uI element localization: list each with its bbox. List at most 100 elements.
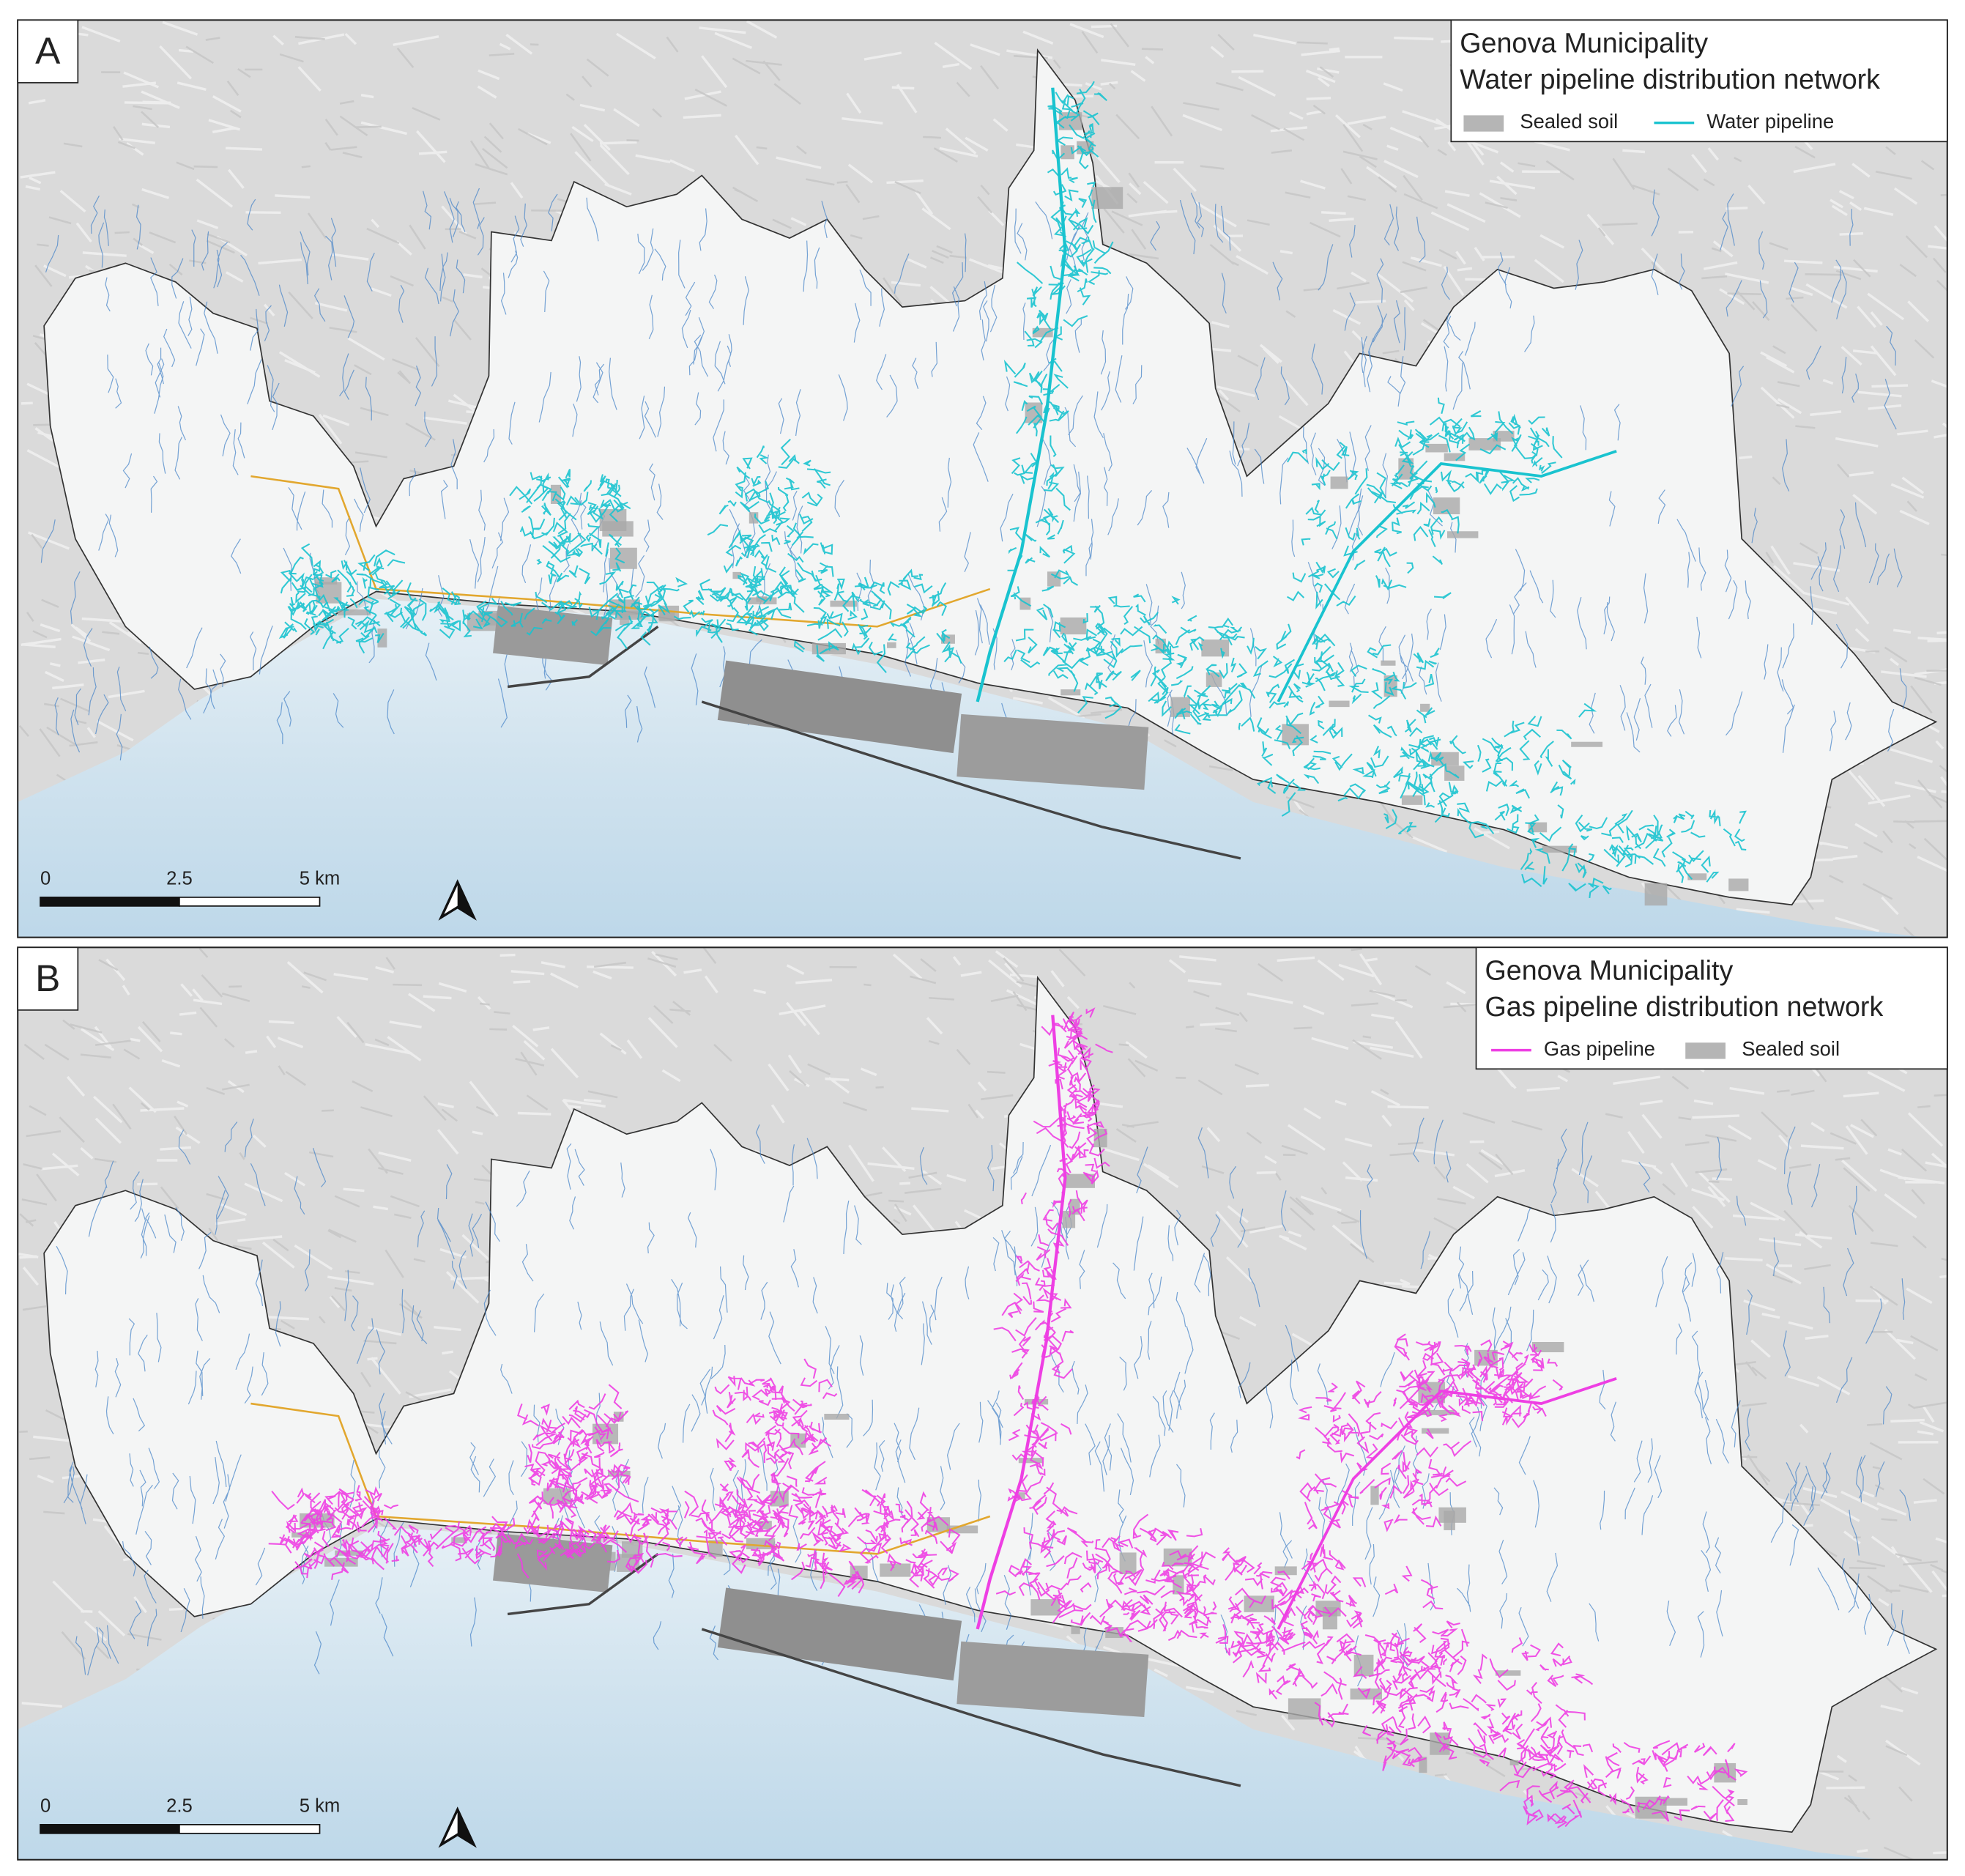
scale-bar bbox=[40, 897, 180, 907]
scale-label: 5 km bbox=[300, 1796, 341, 1817]
legend-title: Water pipeline distribution network bbox=[1460, 64, 1880, 94]
sea bbox=[18, 1526, 1882, 1860]
main-pipeline bbox=[976, 1015, 1067, 1630]
sealed-soil bbox=[759, 1521, 772, 1530]
sealed-soil bbox=[613, 1412, 624, 1422]
sealed-soil bbox=[1288, 1698, 1321, 1720]
sealed-soil bbox=[1091, 187, 1123, 210]
panel-label: A bbox=[35, 30, 61, 72]
sealed-soil bbox=[659, 611, 675, 622]
legend-swatch bbox=[1463, 115, 1504, 132]
sealed-soil bbox=[1663, 1798, 1688, 1806]
sealed-soil bbox=[1201, 639, 1230, 657]
rivers bbox=[40, 188, 1907, 761]
sealed-soil bbox=[314, 577, 338, 585]
sealed-soil bbox=[324, 1557, 358, 1567]
sealed-soil bbox=[1329, 700, 1350, 708]
sealed-soil bbox=[1274, 1566, 1297, 1576]
sealed-soil bbox=[1444, 453, 1466, 461]
sealed-soil bbox=[880, 1563, 911, 1577]
scale-label: 2.5 bbox=[166, 869, 193, 889]
sealed-soil bbox=[1644, 883, 1668, 906]
scale-label: 5 km bbox=[300, 869, 341, 889]
sealed-soil bbox=[1419, 1757, 1427, 1773]
sealed-soil bbox=[451, 1537, 466, 1543]
map-panel bbox=[18, 947, 1947, 1860]
panel-label: B bbox=[35, 957, 60, 999]
scale-bar bbox=[40, 1824, 180, 1834]
sealed-soil bbox=[1062, 1211, 1076, 1228]
breakwater bbox=[507, 625, 659, 689]
breakwater bbox=[701, 1628, 1241, 1787]
sealed-soil bbox=[1047, 571, 1061, 587]
legend-box bbox=[1450, 19, 1948, 143]
sealed-soil bbox=[1444, 765, 1465, 781]
sealed-soil bbox=[1425, 443, 1448, 453]
sealed-soil bbox=[1330, 476, 1348, 489]
sealed-soil bbox=[1420, 703, 1430, 712]
main-pipeline bbox=[1277, 450, 1617, 702]
scale-bar bbox=[179, 897, 321, 907]
sealed-soil bbox=[1728, 878, 1749, 891]
sealed-soil bbox=[621, 1541, 643, 1558]
legend-label: Sealed soil bbox=[1520, 110, 1618, 133]
sealed-soil bbox=[1381, 660, 1396, 666]
sealed-soil bbox=[1509, 1760, 1519, 1766]
sealed-soil bbox=[1422, 1428, 1449, 1434]
panel-frame bbox=[17, 946, 1948, 1861]
sealed-soil bbox=[608, 1470, 631, 1477]
legend-title: Genova Municipality bbox=[1460, 28, 1708, 59]
road bbox=[250, 1402, 991, 1555]
legend-label: Water pipeline bbox=[1706, 110, 1834, 133]
sealed-soil bbox=[946, 1525, 978, 1534]
sealed-soil bbox=[749, 512, 759, 524]
sealed-soil bbox=[1060, 689, 1081, 696]
sealed-soil bbox=[1060, 617, 1087, 635]
panel-label-box bbox=[17, 19, 79, 84]
legend-label: Gas pipeline bbox=[1544, 1037, 1655, 1060]
main-pipeline bbox=[1277, 1377, 1617, 1630]
sealed-soil bbox=[1447, 531, 1479, 538]
pipelines bbox=[278, 81, 1747, 899]
sealed-soil bbox=[1206, 672, 1222, 687]
sealed-soil bbox=[1687, 873, 1707, 880]
sealed-soil bbox=[748, 597, 777, 605]
sealed-soil bbox=[1025, 402, 1043, 423]
sealed-soil bbox=[377, 629, 387, 648]
sealed-soil bbox=[1531, 1341, 1564, 1353]
sealed-soil bbox=[1244, 1595, 1274, 1612]
port bbox=[957, 1641, 1149, 1718]
breakwater bbox=[701, 700, 1241, 860]
legend-label: Sealed soil bbox=[1742, 1037, 1840, 1060]
scale-label: 0 bbox=[40, 869, 51, 889]
sealed-soil bbox=[1401, 795, 1423, 805]
sealed-soil bbox=[1737, 1799, 1747, 1806]
north-arrow bbox=[457, 1809, 474, 1845]
sealed-soil bbox=[602, 521, 634, 537]
panel-label-box bbox=[17, 946, 79, 1011]
sealed-soil bbox=[1071, 1625, 1080, 1634]
port bbox=[717, 1587, 962, 1681]
scale-label: 0 bbox=[40, 1796, 51, 1817]
port bbox=[717, 660, 962, 754]
sealed-soil bbox=[1421, 1409, 1455, 1415]
sealed-soil bbox=[1370, 1486, 1379, 1505]
sealed-soil bbox=[1571, 741, 1603, 747]
sealed-soil bbox=[1433, 497, 1460, 515]
sealed-soil bbox=[1438, 1507, 1466, 1523]
legend-title: Gas pipeline distribution network bbox=[1485, 991, 1884, 1022]
sealed-soil bbox=[1542, 845, 1578, 853]
sealed-soil bbox=[1495, 1670, 1521, 1676]
sealed-soil bbox=[1119, 1552, 1137, 1575]
sealed-soil bbox=[337, 609, 371, 616]
map-panel bbox=[18, 20, 1947, 938]
scale-label: 2.5 bbox=[166, 1796, 193, 1817]
road bbox=[250, 475, 991, 628]
sealed-soil bbox=[1017, 1492, 1025, 1499]
sealed-soil bbox=[609, 547, 637, 569]
port bbox=[957, 713, 1149, 790]
port bbox=[493, 1532, 613, 1593]
sealed-soil bbox=[830, 600, 858, 607]
